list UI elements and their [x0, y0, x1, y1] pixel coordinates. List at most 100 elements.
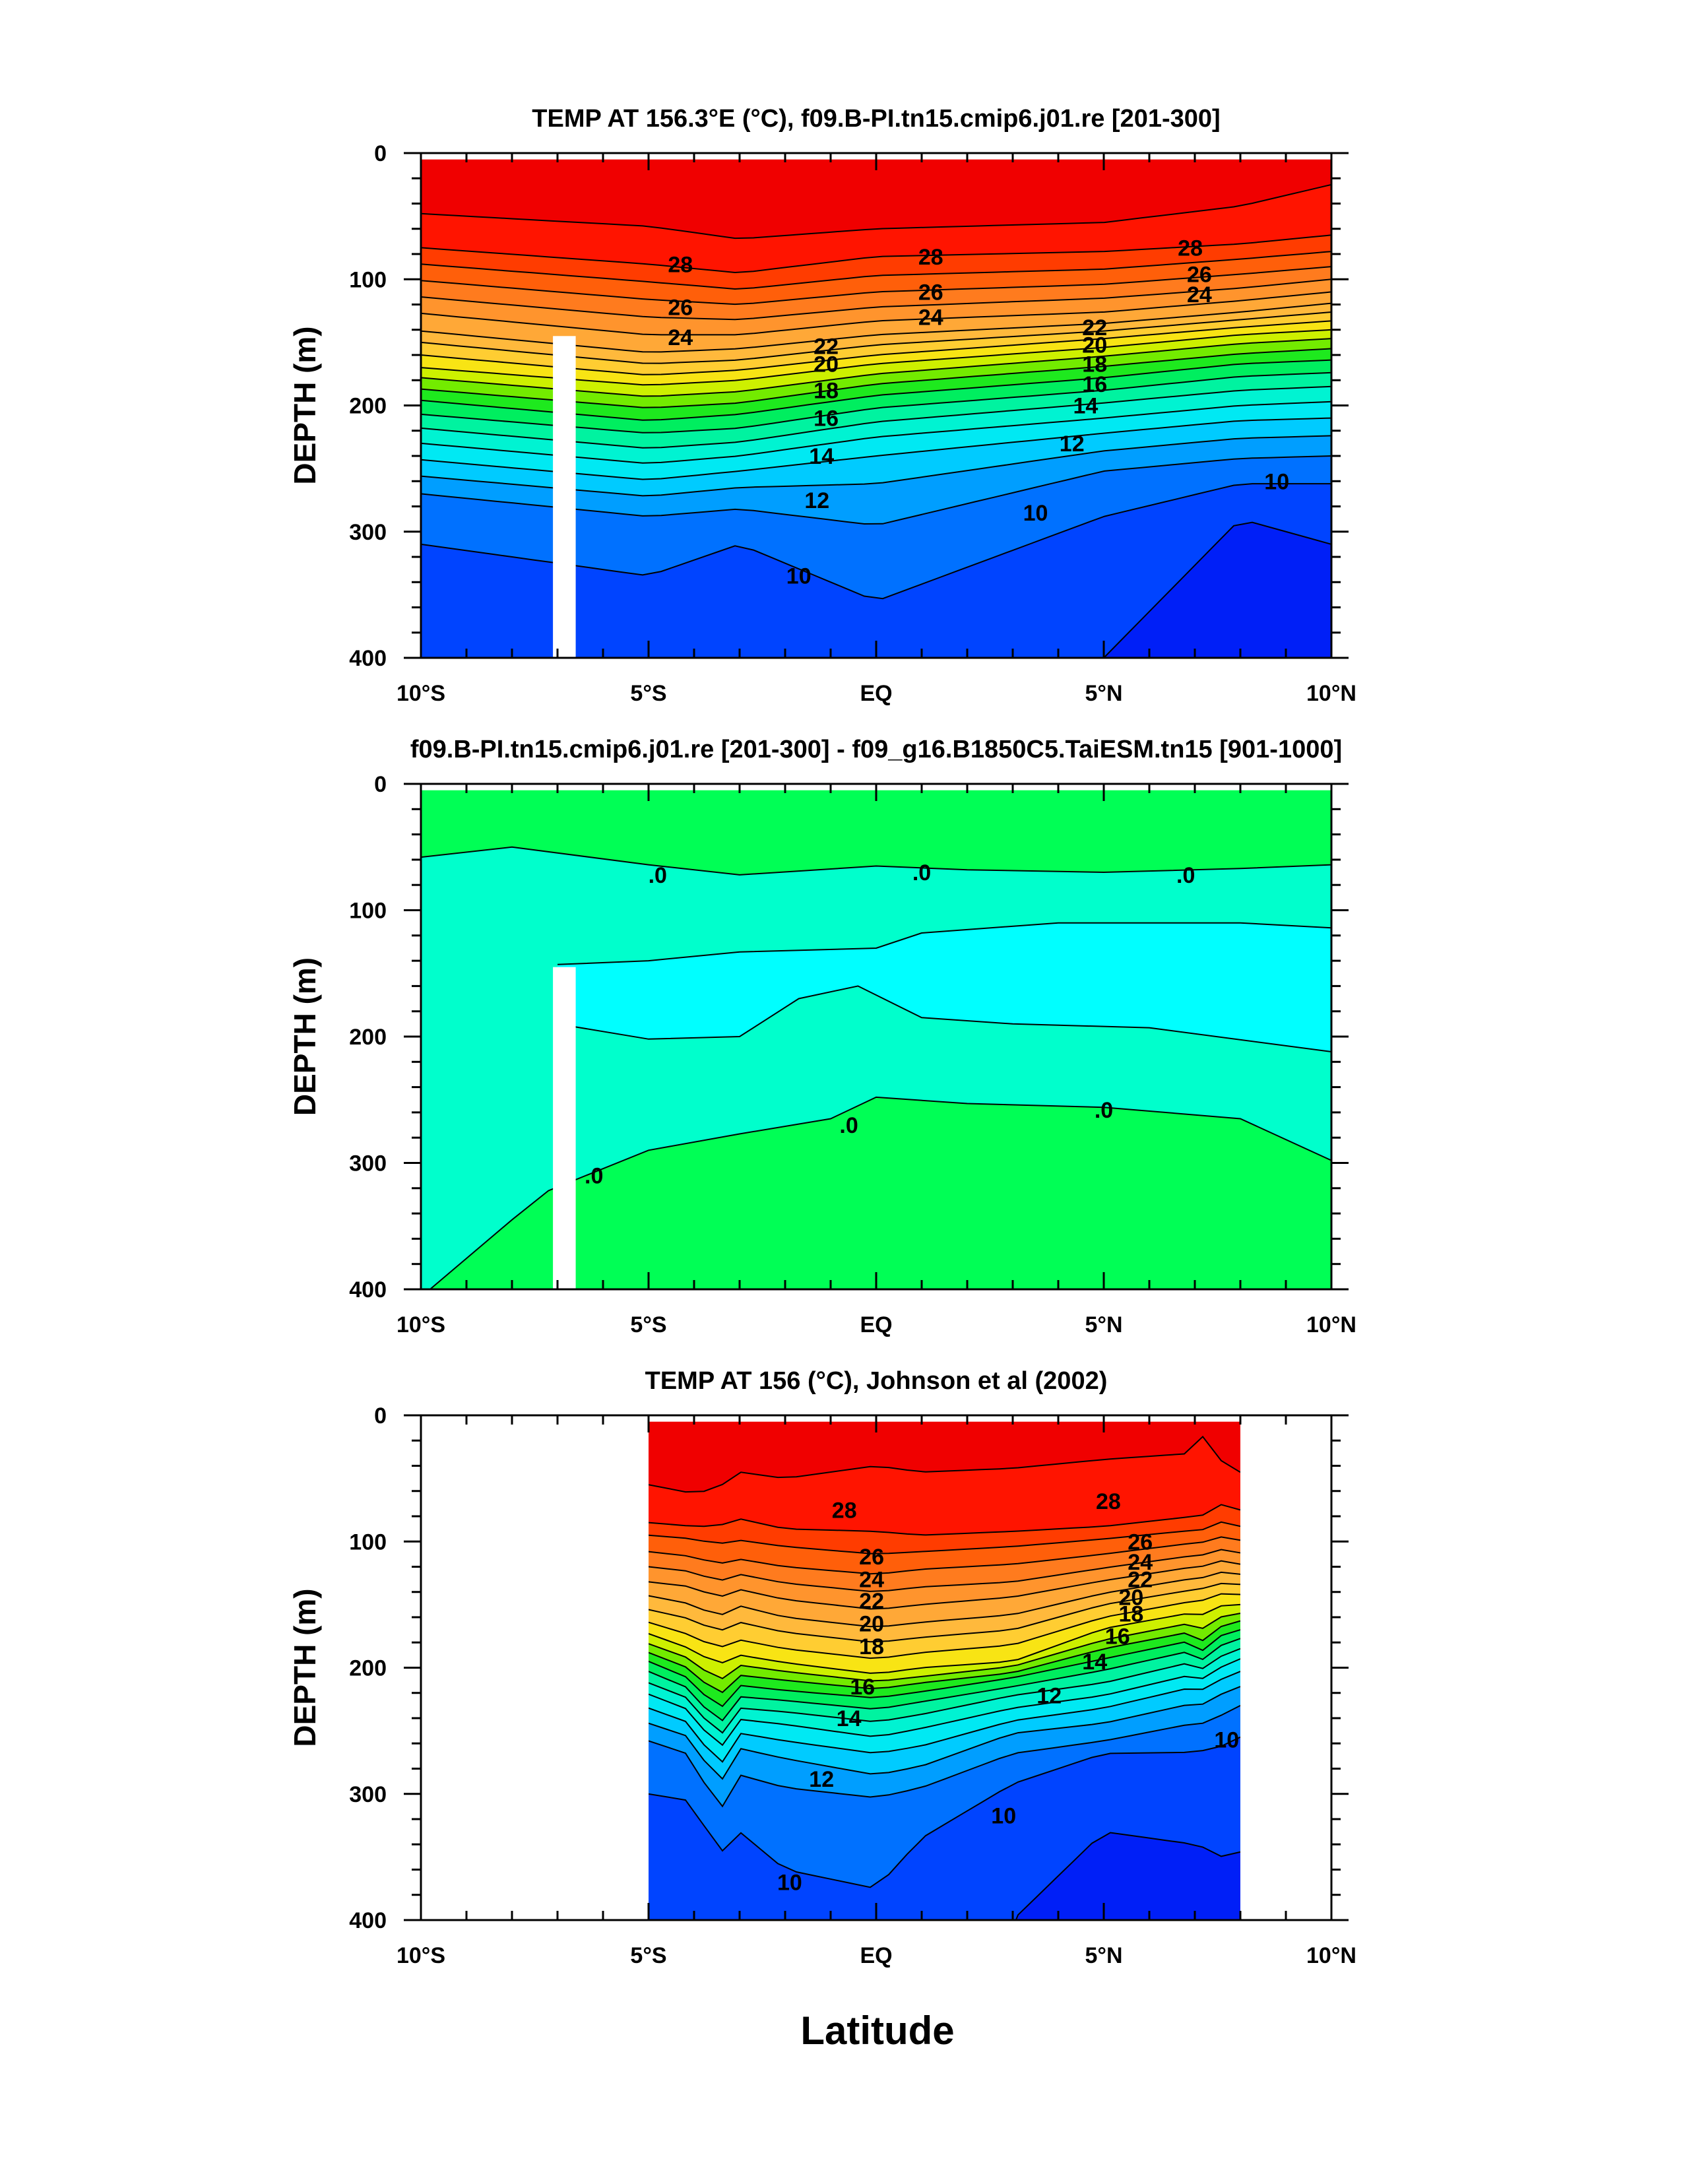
- contour-label: 18: [1118, 1601, 1143, 1626]
- x-tick-label: 5°N: [1085, 681, 1122, 706]
- isotherm-line: [649, 1521, 1240, 1555]
- isotherm-line: [649, 1549, 1240, 1592]
- contour-label: 10: [991, 1803, 1016, 1828]
- difference-contour-line: [421, 846, 1331, 876]
- contour-label: .0: [649, 863, 667, 888]
- contour-label: 24: [1128, 1550, 1153, 1575]
- tick-marks: [404, 152, 1349, 659]
- difference-contour-line: [557, 985, 1331, 1052]
- region-larger-negative: [558, 922, 1331, 1052]
- isotherm-line: [649, 1620, 1240, 1694]
- y-tick-label: 0: [374, 1403, 387, 1429]
- contour-label: 26: [668, 295, 693, 320]
- isotherm-line: [649, 1435, 1240, 1493]
- contour-label: .0: [1095, 1098, 1113, 1123]
- contour-label: 10: [786, 564, 812, 589]
- x-tick-label: EQ: [860, 1312, 892, 1337]
- isotherm-line: [421, 183, 1331, 240]
- missing-data-column: [553, 967, 576, 1289]
- region-lower: [430, 1097, 1331, 1289]
- chart-panel-3: 28 28262624242222202018181616141412121010…: [288, 1367, 1356, 1968]
- chart-title: f09.B-PI.tn15.cmip6.j01.re [201-300] - f…: [410, 736, 1342, 763]
- isotherm-line: [649, 1671, 1240, 1763]
- y-tick-label: 400: [349, 646, 387, 671]
- contour-label: 10: [1264, 469, 1289, 494]
- isotherm-line: [649, 1582, 1240, 1643]
- isotherm-line: [649, 1705, 1240, 1808]
- y-tick-label: 100: [349, 1529, 387, 1555]
- contour-label: 16: [1105, 1624, 1130, 1650]
- x-tick-label: 5°N: [1085, 1312, 1122, 1337]
- tick-marks: [404, 1414, 1349, 1921]
- isotherm-line: [421, 251, 1331, 290]
- chart-panel-2: .0 .0 .0 .0 .0 .0 10°S 5°S EQ 5°N 10°N 0 100 200 300 40…: [288, 736, 1356, 1337]
- y-axis-label: DEPTH (m): [288, 326, 322, 484]
- y-tick-label: 300: [349, 1151, 387, 1176]
- contour-label: 28: [1096, 1489, 1121, 1514]
- contour-label: 28: [668, 252, 693, 277]
- y-tick-label: 200: [349, 394, 387, 419]
- y-tick-label: 400: [349, 1277, 387, 1302]
- y-tick-label: 0: [374, 772, 387, 797]
- x-tick-label: 10°S: [397, 1943, 445, 1968]
- difference-contour-line: [430, 1096, 1331, 1289]
- contour-label: 22: [1082, 315, 1107, 340]
- contour-label: 14: [809, 444, 834, 469]
- contour-label: 26: [859, 1545, 884, 1570]
- contour-label: .0: [1176, 863, 1195, 888]
- y-tick-label: 400: [349, 1908, 387, 1933]
- contour-label: .0: [839, 1113, 858, 1138]
- y-tick-label: 200: [349, 1656, 387, 1681]
- temperature-band: [421, 522, 1331, 658]
- x-tick-label: 10°S: [397, 681, 445, 706]
- y-axis-label: DEPTH (m): [288, 957, 322, 1116]
- contour-label: 12: [1060, 432, 1085, 457]
- contour-label: 12: [804, 488, 829, 513]
- contour-label: 12: [809, 1767, 834, 1792]
- isotherm-line: [1015, 1832, 1240, 1920]
- contour-label: 20: [859, 1612, 884, 1637]
- y-tick-label: 300: [349, 1782, 387, 1807]
- contour-label: 12: [1036, 1684, 1062, 1709]
- isotherm-line: [649, 1613, 1240, 1682]
- isotherm-line: [1103, 521, 1331, 658]
- temperature-band: [421, 484, 1331, 658]
- contour-label: 10: [1214, 1728, 1239, 1753]
- missing-data-column: [553, 336, 576, 658]
- isotherm-line: [421, 278, 1331, 321]
- contour-label: 24: [918, 305, 943, 331]
- contour-label: 18: [859, 1634, 884, 1659]
- contour-label: 16: [813, 406, 839, 432]
- y-tick-label: 0: [374, 141, 387, 166]
- isotherm-line: [421, 234, 1331, 274]
- temperature-band: [649, 1832, 1240, 1920]
- contour-label: 18: [1082, 352, 1107, 377]
- isotherm-line: [649, 1560, 1240, 1610]
- figure-x-axis-label: Latitude: [800, 2008, 954, 2053]
- isotherm-line: [649, 1658, 1240, 1747]
- difference-contour-line: [557, 922, 1331, 965]
- contour-label: 16: [850, 1675, 875, 1700]
- y-tick-label: 100: [349, 899, 387, 924]
- contour-label: 20: [1118, 1585, 1143, 1610]
- contour-label: 14: [1082, 1650, 1107, 1675]
- isotherm-line: [649, 1504, 1240, 1536]
- x-tick-label: 10°N: [1306, 681, 1356, 706]
- isotherm-line: [421, 266, 1331, 305]
- contour-label: 24: [668, 325, 693, 350]
- contour-label: 26: [1128, 1529, 1153, 1555]
- contour-label: 16: [1082, 372, 1107, 397]
- isotherm-line: [649, 1736, 1240, 1888]
- contour-label: 10: [777, 1871, 802, 1896]
- contour-label: 26: [1187, 263, 1212, 288]
- contour-label: 22: [813, 335, 839, 360]
- contour-label: .0: [585, 1164, 603, 1189]
- y-axis-label: DEPTH (m): [288, 1588, 322, 1747]
- x-tick-label: 10°S: [397, 1312, 445, 1337]
- x-tick-label: 10°N: [1306, 1312, 1356, 1337]
- contour-label: 24: [859, 1568, 884, 1593]
- contour-label: 18: [813, 379, 839, 404]
- y-tick-label: 200: [349, 1025, 387, 1050]
- contour-label: 28: [918, 245, 943, 270]
